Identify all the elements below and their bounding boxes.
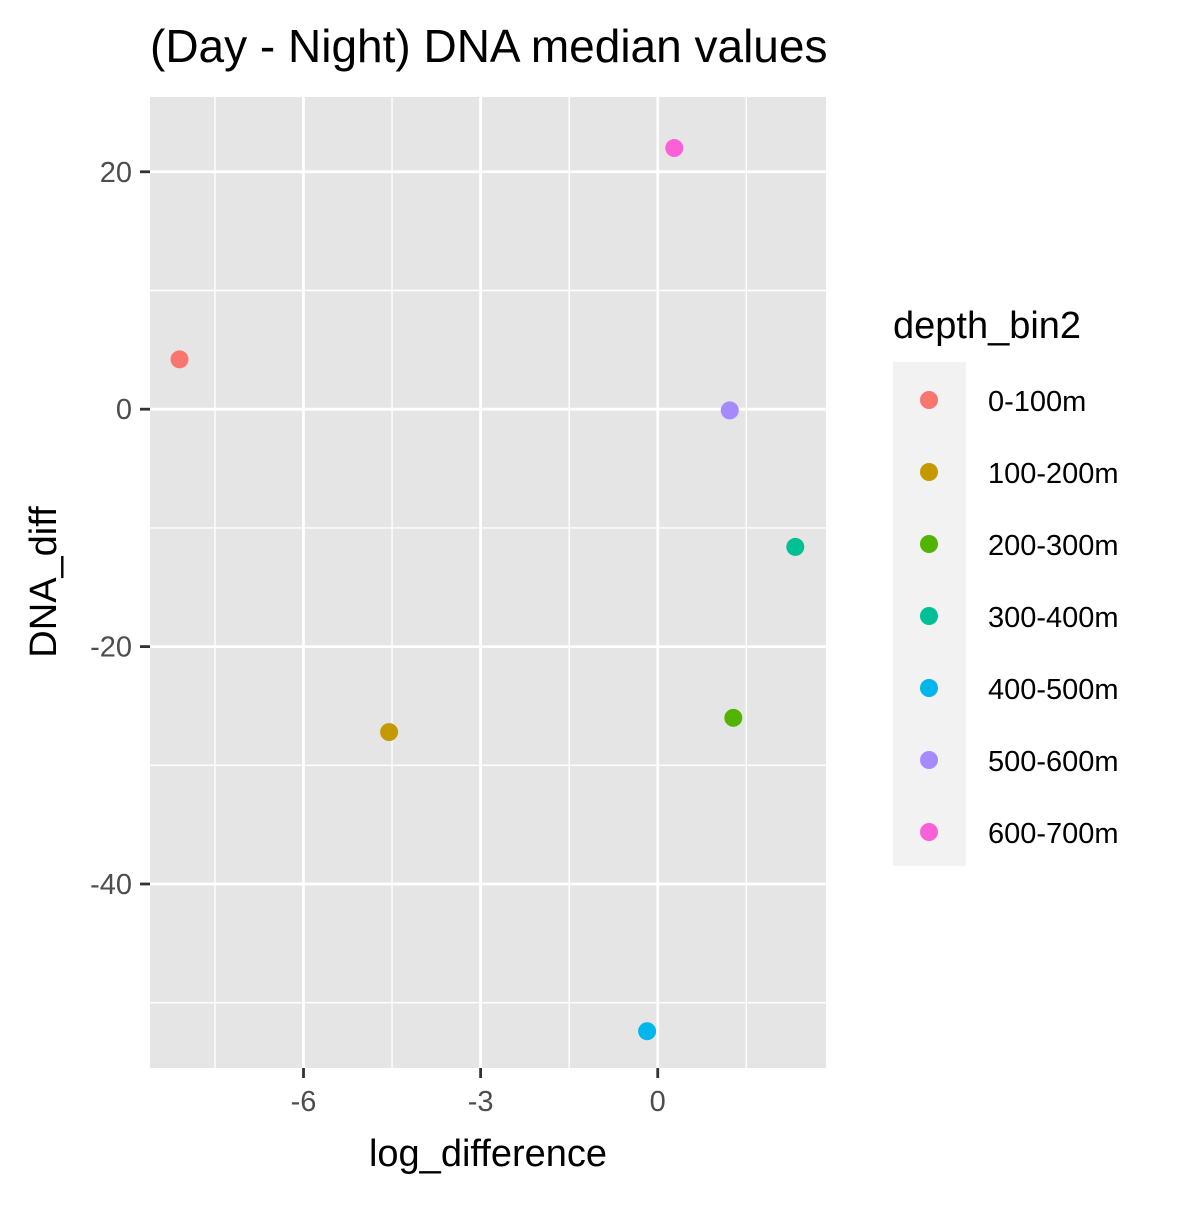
legend-label: 100-200m (988, 458, 1119, 490)
legend-key-600-700m (920, 823, 938, 841)
legend-title: depth_bin2 (893, 305, 1081, 347)
minor-gridlines (150, 97, 826, 1068)
legend-label: 0-100m (988, 386, 1086, 418)
y-tick-label: 0 (116, 394, 132, 426)
legend-label: 500-600m (988, 746, 1119, 778)
legend-items: 0-100m 100-200m 200-300m 300-400m 400-500m 50… (920, 386, 1119, 850)
y-tick-label: -20 (90, 632, 132, 664)
data-point-400-500m (638, 1022, 657, 1041)
x-tick-label: -6 (291, 1086, 317, 1118)
legend-key-500-600m (920, 751, 938, 769)
x-tick-label: -3 (468, 1086, 494, 1118)
legend-label: 200-300m (988, 530, 1119, 562)
x-tick-label: 0 (650, 1086, 666, 1118)
legend-label: 300-400m (988, 602, 1119, 634)
legend-key-100-200m (920, 463, 938, 481)
legend-key-300-400m (920, 607, 938, 625)
data-point-300-400m (786, 537, 805, 556)
chart-title: (Day - Night) DNA median values (150, 20, 827, 72)
y-axis-title: DNA_diff (23, 506, 65, 658)
legend-key-200-300m (920, 535, 938, 553)
data-point-100-200m (380, 723, 399, 742)
y-tick-label: -40 (90, 869, 132, 901)
data-point-200-300m (724, 708, 743, 727)
y-axis: 20 0 -20 -40 (90, 157, 150, 901)
x-axis-title: log_difference (369, 1133, 607, 1175)
data-point-500-600m (720, 401, 739, 420)
plot-panel (150, 97, 826, 1068)
data-point-0-100m (170, 350, 189, 369)
legend-key-400-500m (920, 679, 938, 697)
x-axis: -6 -3 0 (291, 1068, 666, 1118)
data-points (170, 139, 805, 1041)
y-tick-label: 20 (100, 157, 132, 189)
legend: depth_bin2 0-100m 100-200m 200-300m 300-400… (893, 305, 1119, 866)
legend-label: 400-500m (988, 674, 1119, 706)
data-point-600-700m (665, 139, 684, 158)
legend-label: 600-700m (988, 818, 1119, 850)
legend-key-0-100m (920, 391, 938, 409)
major-gridlines (150, 97, 826, 1068)
